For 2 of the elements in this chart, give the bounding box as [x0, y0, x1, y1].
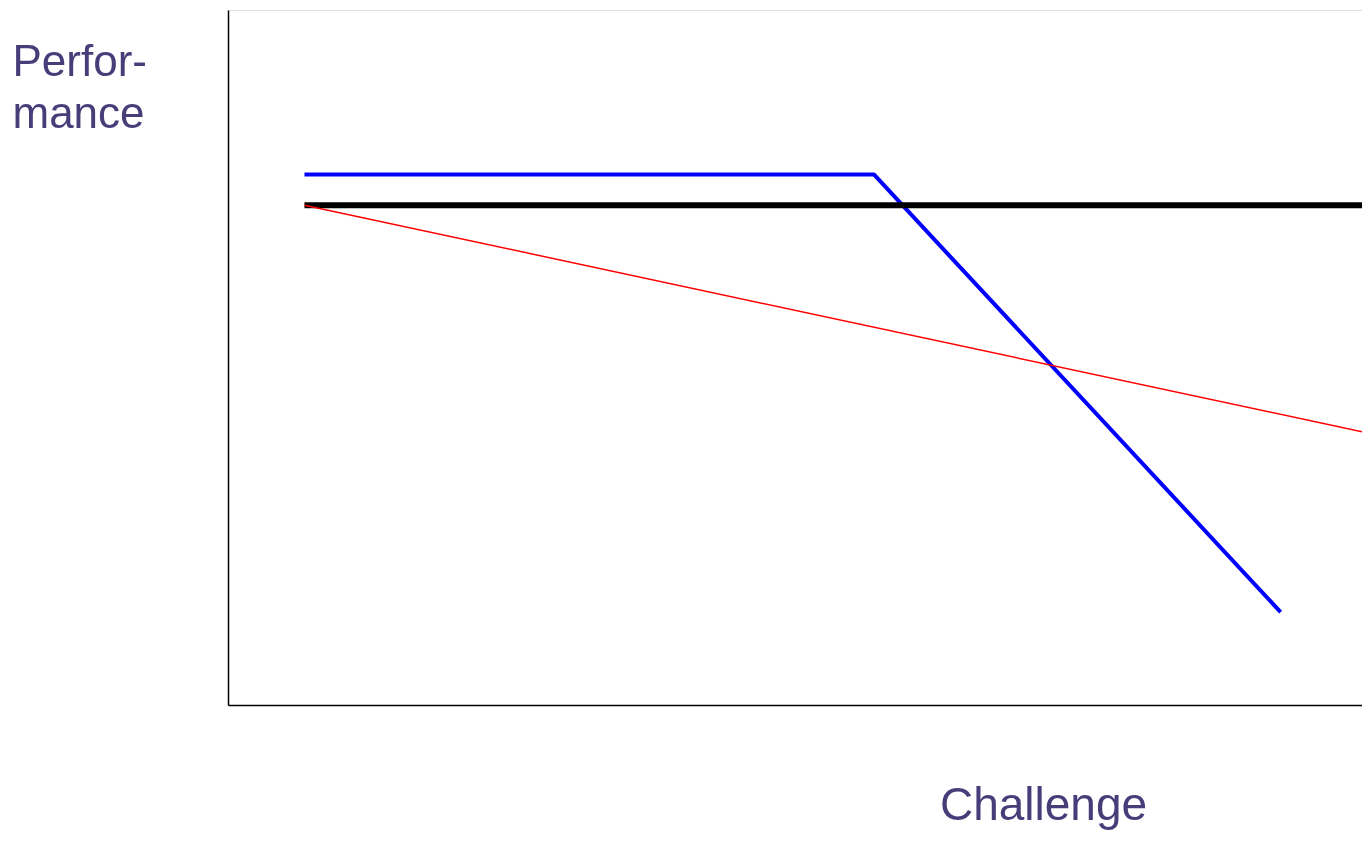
y-axis-title: Perfor- mance — [12, 35, 147, 137]
x-axis-title: Challenge — [939, 777, 1148, 830]
